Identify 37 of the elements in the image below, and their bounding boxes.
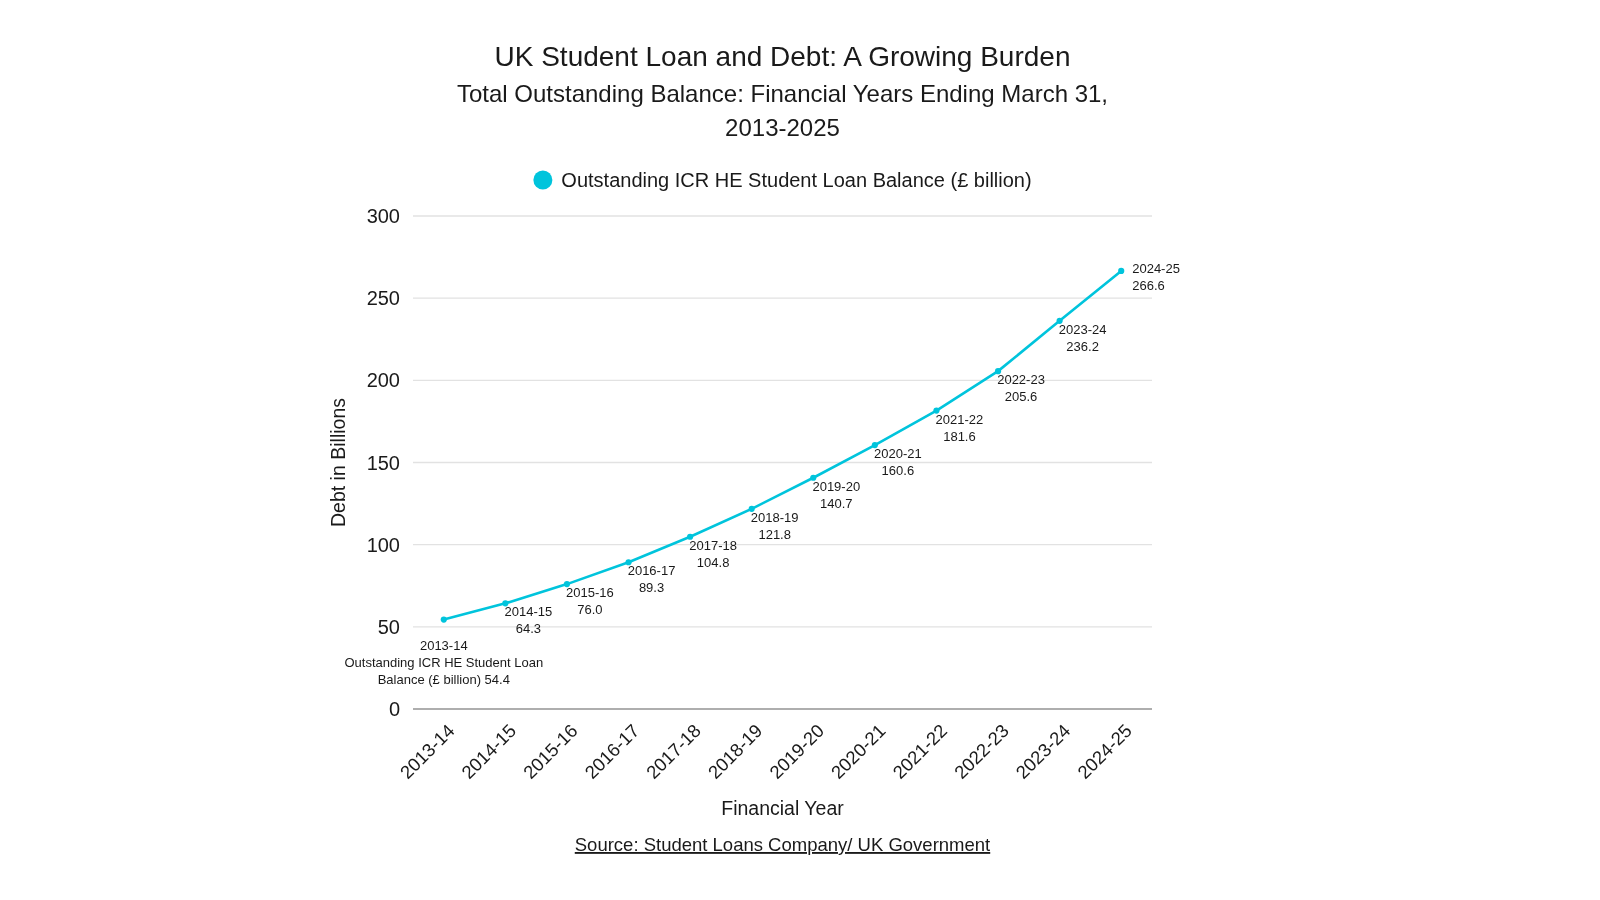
x-axis-title: Financial Year: [721, 797, 845, 819]
point: [871, 442, 878, 449]
point: [1118, 267, 1125, 274]
point: [933, 407, 940, 414]
legend-label: Outstanding ICR HE Student Loan Balance (£ billion): [561, 169, 1032, 191]
y-tick-label: 50: [377, 615, 400, 638]
source-note: Source: Student Loans Company/ UK Government: [574, 834, 991, 855]
point: [563, 581, 571, 588]
data-label: 2014-15 64.3: [504, 604, 553, 637]
chart-subtitle: Total Outstanding Balance: Financial Years Ending March 31, 2013-2025: [456, 80, 1109, 141]
point: [440, 616, 447, 623]
point: [1056, 317, 1063, 324]
point: [994, 368, 1002, 375]
data-label: 2021-22 181.6: [935, 411, 984, 444]
point: [748, 505, 755, 512]
y-axis-title: Debt in Billions: [327, 397, 349, 527]
data-label: 2017-18 104.8: [689, 537, 737, 570]
data-label: 2018-19 121.8: [750, 509, 799, 542]
data-label: 2015-16 76.0: [566, 585, 614, 618]
y-tick-label: 300: [366, 205, 400, 227]
y-tick-label: 200: [366, 369, 400, 392]
y-tick-label: 0: [388, 698, 400, 720]
y-tick-label: 150: [366, 451, 400, 474]
data-label: 2022-23 205.6: [997, 372, 1045, 405]
data-label: 2020-21 160.6: [874, 446, 922, 479]
data-label: 2019-20 140.7: [812, 478, 861, 511]
data-label: 2024-25 266.6: [1132, 260, 1180, 293]
y-tick-label: 100: [366, 533, 400, 556]
data-label: 2023-24 236.2: [1058, 321, 1107, 354]
chart-title: UK Student Loan and Debt: A Growing Burden: [494, 41, 1071, 72]
data-label: 2013-14 Outstanding ICR HE Student Loan Balance (£ billion) 54.4: [344, 637, 544, 687]
y-tick-label: 250: [366, 287, 400, 310]
point: [502, 600, 509, 607]
point: [625, 559, 632, 566]
point: [810, 474, 817, 481]
data-label: 2016-17 89.3: [627, 563, 676, 596]
point: [687, 533, 694, 540]
